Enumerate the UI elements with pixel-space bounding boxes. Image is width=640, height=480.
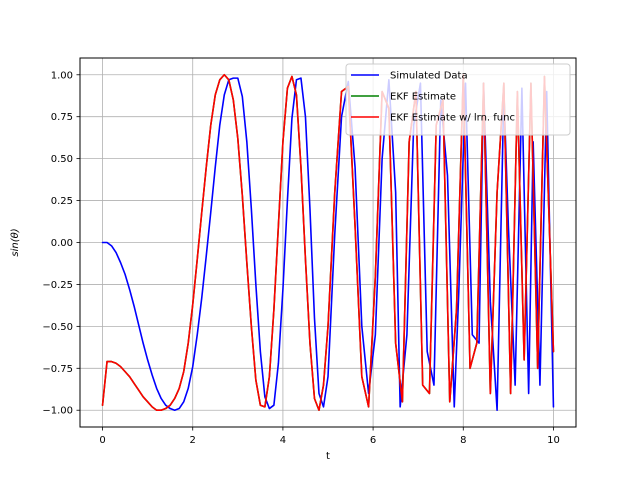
y-tick-label: −1.00 <box>42 406 73 417</box>
y-tick-label: −0.50 <box>42 322 73 333</box>
x-tick-label: 4 <box>280 435 286 446</box>
y-axis-label: sin(θ) <box>10 228 21 256</box>
series-line-2 <box>101 73 555 412</box>
x-axis-label: t <box>326 451 330 462</box>
y-tick-label: 0.25 <box>51 196 73 207</box>
legend-label: Simulated Data <box>390 71 468 82</box>
y-tick-label: −0.25 <box>42 280 73 291</box>
x-tick-label: 6 <box>370 435 376 446</box>
legend-box <box>345 63 571 136</box>
x-tick-label: 0 <box>99 435 105 446</box>
x-tick-label: 8 <box>460 435 466 446</box>
axis-ticks: 0 2 4 6 8 10 1.00 0.75 0.50 0.25 0.00 −0.25 −0.50 −0.… <box>42 70 559 446</box>
y-tick-label: 1.00 <box>51 70 73 81</box>
x-tick-label: 10 <box>547 435 560 446</box>
y-tick-label: 0.50 <box>51 154 73 165</box>
legend: Simulated Data EKF Estimate EKF Estimate w… <box>345 63 571 136</box>
y-tick-label: −0.75 <box>42 364 73 375</box>
y-tick-label: 0.00 <box>51 238 73 249</box>
x-tick-label: 2 <box>190 435 196 446</box>
legend-label: EKF Estimate w/ lrn. func <box>390 113 515 124</box>
legend-label: EKF Estimate <box>390 92 456 103</box>
y-tick-label: 0.75 <box>51 112 73 123</box>
